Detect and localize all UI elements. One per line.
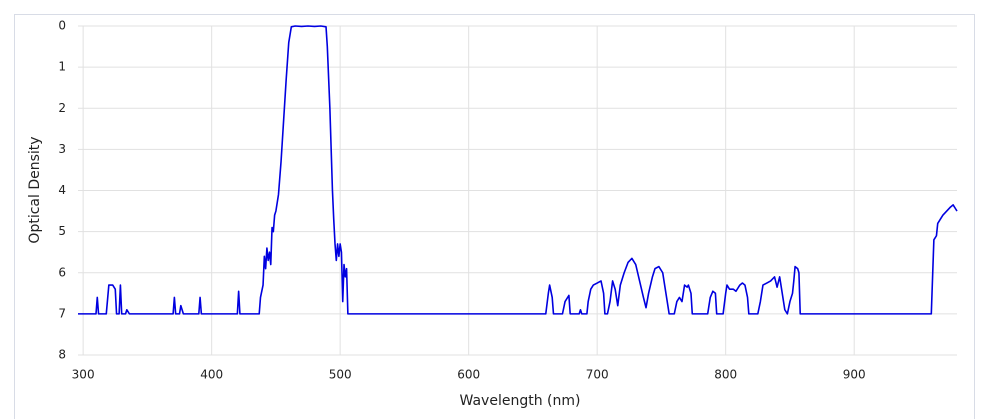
x-axis-label: Wavelength (nm) bbox=[460, 393, 581, 409]
chart-frame bbox=[14, 14, 975, 419]
y-tick-label: 8 bbox=[58, 348, 66, 362]
x-tick-label: 300 bbox=[72, 368, 95, 382]
x-tick-label: 400 bbox=[200, 368, 223, 382]
y-tick-label: 5 bbox=[58, 224, 66, 238]
y-tick-label: 4 bbox=[58, 183, 66, 197]
y-axis-label: Optical Density bbox=[27, 136, 43, 243]
x-tick-label: 700 bbox=[586, 368, 609, 382]
x-tick-label: 600 bbox=[457, 368, 480, 382]
y-tick-label: 1 bbox=[58, 60, 66, 74]
y-tick-label: 6 bbox=[58, 265, 66, 279]
x-tick-label: 500 bbox=[329, 368, 352, 382]
y-tick-label: 2 bbox=[58, 101, 66, 115]
y-tick-label: 3 bbox=[58, 142, 66, 156]
y-tick-label: 7 bbox=[58, 306, 66, 320]
x-tick-label: 800 bbox=[714, 368, 737, 382]
y-tick-label: 0 bbox=[58, 19, 66, 33]
x-tick-label: 900 bbox=[843, 368, 866, 382]
data-line bbox=[78, 25, 958, 315]
